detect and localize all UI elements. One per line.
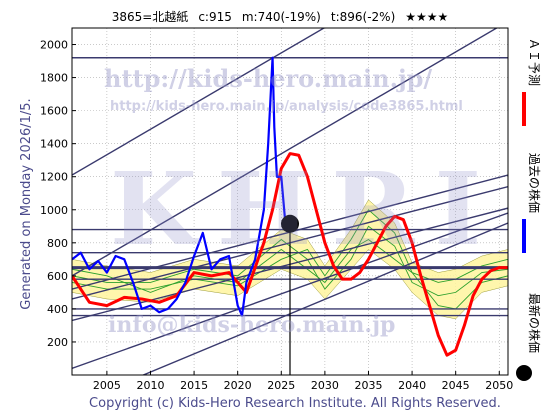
x-tick-label: 2045: [442, 379, 470, 392]
x-tick-label: 2025: [267, 379, 295, 392]
y-tick-label: 400: [47, 303, 68, 316]
y-tick-label: 2000: [40, 39, 68, 52]
chart-header: 3865=北越紙 c:915 m:740(-19%) t:896(-2%) ★★★★: [0, 8, 560, 25]
x-tick-label: 2050: [485, 379, 513, 392]
watermark-analysis-url: http://kids-hero.main.jp/analysis/code38…: [110, 99, 463, 114]
header-current: c:915: [198, 10, 232, 24]
historical-price-line: [72, 56, 291, 317]
trend-line-0: [72, 28, 326, 176]
x-tick-label: 2005: [93, 379, 121, 392]
y-tick-label: 1400: [40, 138, 68, 151]
scenario-line-2: [72, 238, 508, 293]
y-tick-label: 1800: [40, 72, 68, 85]
x-tick-label: 2040: [398, 379, 426, 392]
y-tick-label: 1600: [40, 105, 68, 118]
header-middle: m:740(-19%): [241, 10, 321, 24]
watermark-url: http://kids-hero.main.jp/: [104, 64, 433, 93]
x-tick-label: 2035: [354, 379, 382, 392]
legend-label-0: ＡＩ予測: [527, 38, 541, 86]
legend-item-0: ＡＩ予測: [522, 38, 541, 126]
x-tick-label: 2030: [311, 379, 339, 392]
y-tick-label: 1200: [40, 171, 68, 184]
watermark-email: info@kids-hero.main.jp: [108, 312, 396, 338]
x-tick-label: 2010: [136, 379, 164, 392]
copyright-text: Copyright (c) Kids-Hero Research Institu…: [89, 396, 501, 411]
plot-area: [72, 28, 508, 375]
watermark-logo: KHRI: [110, 150, 502, 268]
y-tick-label: 600: [47, 270, 68, 283]
legend-item-1: 過去の株価: [522, 153, 542, 253]
y-tick-label: 1000: [40, 204, 68, 217]
y-tick-label: 800: [47, 237, 68, 250]
legend-swatch-2: [516, 365, 532, 381]
plot-frame: [71, 27, 509, 376]
x-tick-label: 2015: [180, 379, 208, 392]
y-tick-label: 200: [47, 336, 68, 349]
legend-label-2: 最新の株価: [527, 293, 542, 353]
legend-label-1: 過去の株価: [527, 153, 542, 213]
header-code: 3865=北越紙: [111, 10, 189, 24]
x-tick-label: 2020: [224, 379, 252, 392]
header-top: t:896(-2%): [330, 10, 396, 24]
trend-line-1: [72, 28, 499, 277]
latest-price-dot: [281, 214, 299, 233]
header-stars: ★★★★: [405, 10, 449, 24]
legend-item-2: 最新の株価: [516, 293, 542, 381]
